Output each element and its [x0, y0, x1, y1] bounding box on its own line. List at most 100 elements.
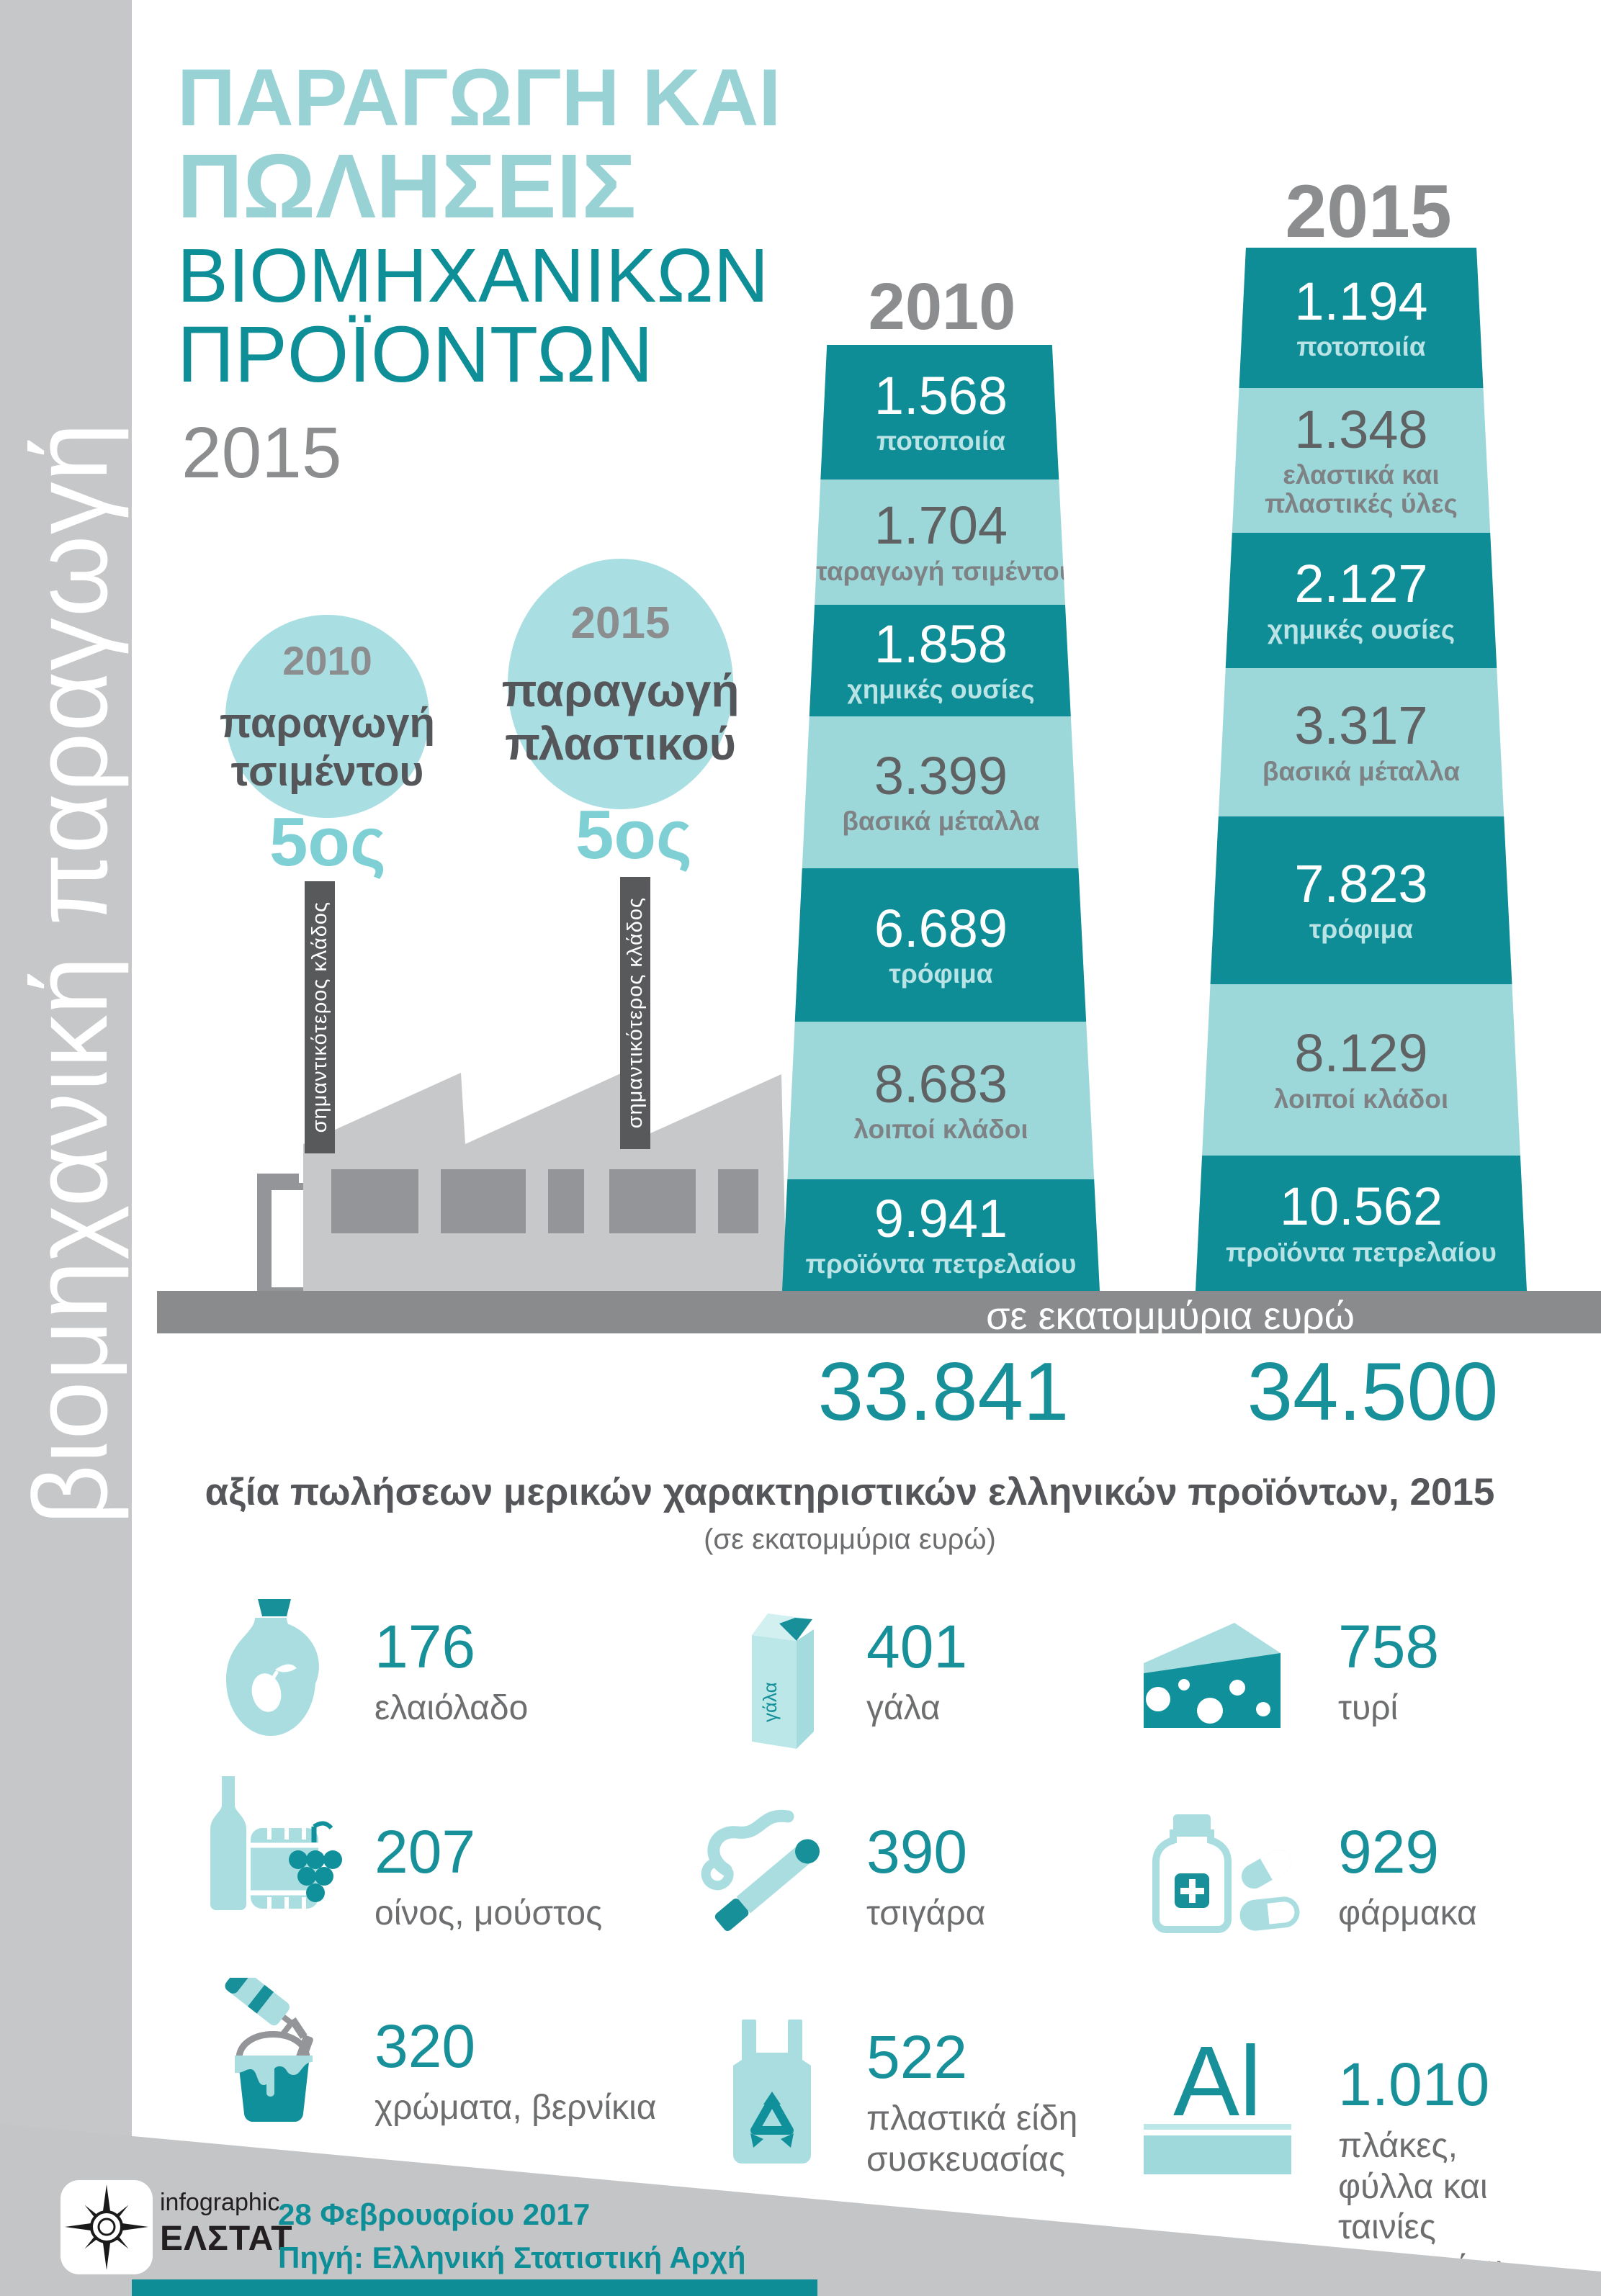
footer-teal-strip	[132, 2279, 817, 2296]
chimney-right-label: σημαντικότερος κλάδος	[623, 897, 647, 1129]
product-value: 176	[375, 1613, 476, 1680]
highlight-year: 2015	[570, 598, 671, 648]
page-title-line-3: ΒΙΟΜΗΧΑΝΙΚΩΝ	[177, 233, 769, 318]
tower-segment: 8.129 λοιποί κλάδοι	[1196, 984, 1527, 1156]
factory-windows	[331, 1169, 758, 1233]
tower-year-2015: 2015	[1285, 170, 1452, 253]
rank-2010: 5ος	[269, 803, 386, 881]
segment-label: προϊόντα πετρελαίου	[1226, 1237, 1497, 1267]
page-title-line-2: ΠΩΛΗΣΕΙΣ	[177, 135, 637, 237]
segment-value: 1.704	[874, 495, 1008, 556]
segment-label: λοιποί κλάδοι	[1273, 1084, 1449, 1114]
tower-segment: 1.568 ποτοποιία	[782, 345, 1100, 480]
tower-segment: 9.941 προϊόντα πετρελαίου	[782, 1179, 1100, 1291]
segment-value: 1.568	[874, 365, 1008, 426]
segment-label: τρόφιμα	[889, 959, 993, 989]
tower-segment: 3.317 βασικά μέταλλα	[1196, 668, 1527, 816]
segment-label: ποτοποιία	[1296, 332, 1426, 362]
segment-value: 1.348	[1294, 399, 1428, 459]
aluminum-sheet-thin	[1144, 2124, 1291, 2130]
segment-value: 10.562	[1279, 1176, 1443, 1237]
tower-2015: 1.194 ποτοποιία 1.348 ελαστικά και πλαστ…	[1196, 248, 1527, 1291]
segment-label: βασικά μέταλλα	[1262, 756, 1461, 786]
product-value: 1.010	[1338, 2050, 1490, 2118]
footer-source: Πηγή: Ελληνική Στατιστική Αρχή	[278, 2241, 746, 2274]
segment-label: ελαστικά και πλαστικές ύλες	[1265, 460, 1458, 519]
highlight-circle-2015: 2015 παραγωγή πλαστικού	[502, 559, 739, 809]
product-label: τσιγάρα	[866, 1894, 986, 1932]
product-label: οίνος, μούστος	[375, 1894, 603, 1932]
chimney-left: σημαντικότερος κλάδος	[305, 881, 335, 1153]
segment-label: χημικές ουσίες	[847, 675, 1035, 705]
tower-segment: 3.399 βασικά μέταλλα	[782, 716, 1100, 868]
title-year: 2015	[181, 413, 342, 493]
segment-label: παραγωγή τσιμέντου	[807, 556, 1075, 586]
footer-date: 28 Φεβρουαρίου 2017	[278, 2197, 591, 2231]
segment-label: προϊόντα πετρελαίου	[805, 1249, 1077, 1279]
highlight-label: παραγωγή τσιμέντου	[220, 699, 435, 795]
segment-label: ποτοποιία	[876, 426, 1006, 456]
sidebar-vertical-label: βιομηχανική παραγωγή	[12, 422, 129, 1525]
segment-value: 9.941	[874, 1188, 1008, 1248]
total-2015: 34.500	[1247, 1346, 1499, 1438]
highlight-circle-2010: 2010 παραγωγή τσιμέντου	[220, 615, 435, 818]
tower-segment: 1.194 ποτοποιία	[1196, 248, 1527, 388]
tower-segment: 6.689 τρόφιμα	[782, 868, 1100, 1022]
tower-segment: 1.348 ελαστικά και πλαστικές ύλες	[1196, 388, 1527, 533]
segment-label: χημικές ουσίες	[1267, 614, 1456, 644]
medicine-icon	[1152, 1814, 1300, 1933]
aluminum-icon: Al	[1173, 2026, 1262, 2137]
segment-value: 3.399	[874, 745, 1008, 806]
wine-icon	[210, 1776, 342, 1910]
products-title: αξία πωλήσεων μερικών χαρακτηριστικών ελ…	[205, 1471, 1495, 1513]
paint-bucket-roller-icon	[225, 1978, 313, 2122]
product-label: πλαστικά είδη συσκευασίας	[866, 2099, 1078, 2179]
product-value: 522	[866, 2023, 968, 2091]
tower-segment: 7.823 τρόφιμα	[1196, 816, 1527, 984]
product-label: ελαιόλαδο	[375, 1689, 529, 1727]
rank-2015: 5ος	[575, 796, 692, 873]
footer-elstat-label: ΕΛΣΤΑΤ	[160, 2220, 293, 2258]
sidebar	[0, 0, 132, 2296]
tower-2010: 1.568 ποτοποιία 1.704 παραγωγή τσιμέντου…	[782, 345, 1100, 1291]
product-item: 1.010 πλάκες, φύλλα και ταινίες αλουμινί…	[1338, 2054, 1561, 2290]
olive-oil-jug-icon	[226, 1599, 319, 1736]
product-label: γάλα	[866, 1689, 941, 1727]
segment-value: 7.823	[1294, 853, 1428, 914]
product-value: 929	[1338, 1818, 1440, 1886]
product-item: 390 τσιγάρα	[866, 1822, 985, 1935]
tower-segment: 8.683 λοιποί κλάδοι	[782, 1022, 1100, 1179]
milk-carton-icon	[752, 1613, 814, 1749]
product-item: 320 χρώματα, βερνίκια	[375, 2016, 656, 2129]
ground-band	[157, 1291, 1601, 1333]
highlight-year: 2010	[282, 637, 372, 683]
tower-segment: 1.858 χημικές ουσίες	[782, 605, 1100, 716]
unit-band-label: σε εκατομμύρια ευρώ	[986, 1295, 1355, 1338]
highlight-label: παραγωγή πλαστικού	[501, 664, 740, 770]
chimney-left-label: σημαντικότερος κλάδος	[308, 901, 331, 1133]
total-2010: 33.841	[817, 1346, 1069, 1438]
segment-value: 1.194	[1294, 271, 1428, 331]
segment-value: 6.689	[874, 898, 1008, 958]
product-label: τυρί	[1338, 1689, 1399, 1727]
footer-infographic-label: infographic	[160, 2189, 280, 2216]
product-label: πλάκες, φύλλα και ταινίες αλουμινίου	[1338, 2127, 1504, 2287]
tower-segment: 1.704 παραγωγή τσιμέντου	[782, 480, 1100, 605]
page-title-line-4: ΠΡΟΪΟΝΤΩΝ	[177, 310, 653, 399]
product-item: 207 οίνος, μούστος	[375, 1822, 602, 1935]
factory-illustration	[257, 1073, 786, 1291]
factory-building	[303, 1073, 786, 1291]
products-subtitle: (σε εκατομμύρια ευρώ)	[704, 1523, 996, 1555]
product-value: 207	[375, 1818, 476, 1886]
tower-segment: 2.127 χημικές ουσίες	[1196, 533, 1527, 668]
segment-label: βασικά μέταλλα	[842, 806, 1040, 837]
page-title-line-1: ΠΑΡΑΓΩΓΗ ΚΑΙ	[177, 53, 781, 143]
cigarette-icon	[701, 1809, 820, 1932]
product-label: χρώματα, βερνίκια	[375, 2089, 657, 2127]
product-value: 401	[866, 1613, 968, 1680]
tower-segment: 10.562 προϊόντα πετρελαίου	[1196, 1156, 1527, 1291]
product-item: 522 πλαστικά είδη συσκευασίας	[866, 2027, 1104, 2180]
product-value: 320	[375, 2012, 476, 2080]
product-label: φάρμακα	[1338, 1894, 1477, 1932]
